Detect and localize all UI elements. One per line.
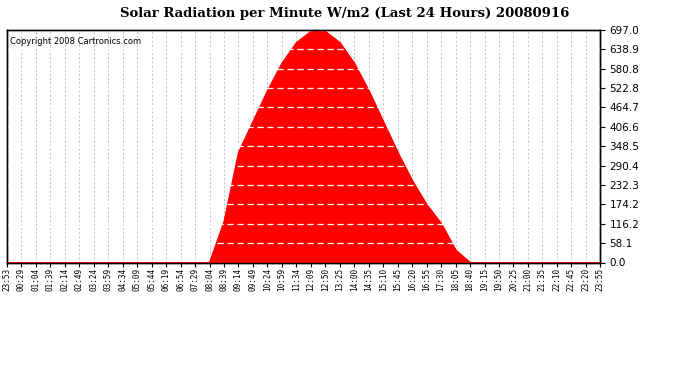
Text: Solar Radiation per Minute W/m2 (Last 24 Hours) 20080916: Solar Radiation per Minute W/m2 (Last 24… [120,8,570,21]
Text: Copyright 2008 Cartronics.com: Copyright 2008 Cartronics.com [10,37,141,46]
